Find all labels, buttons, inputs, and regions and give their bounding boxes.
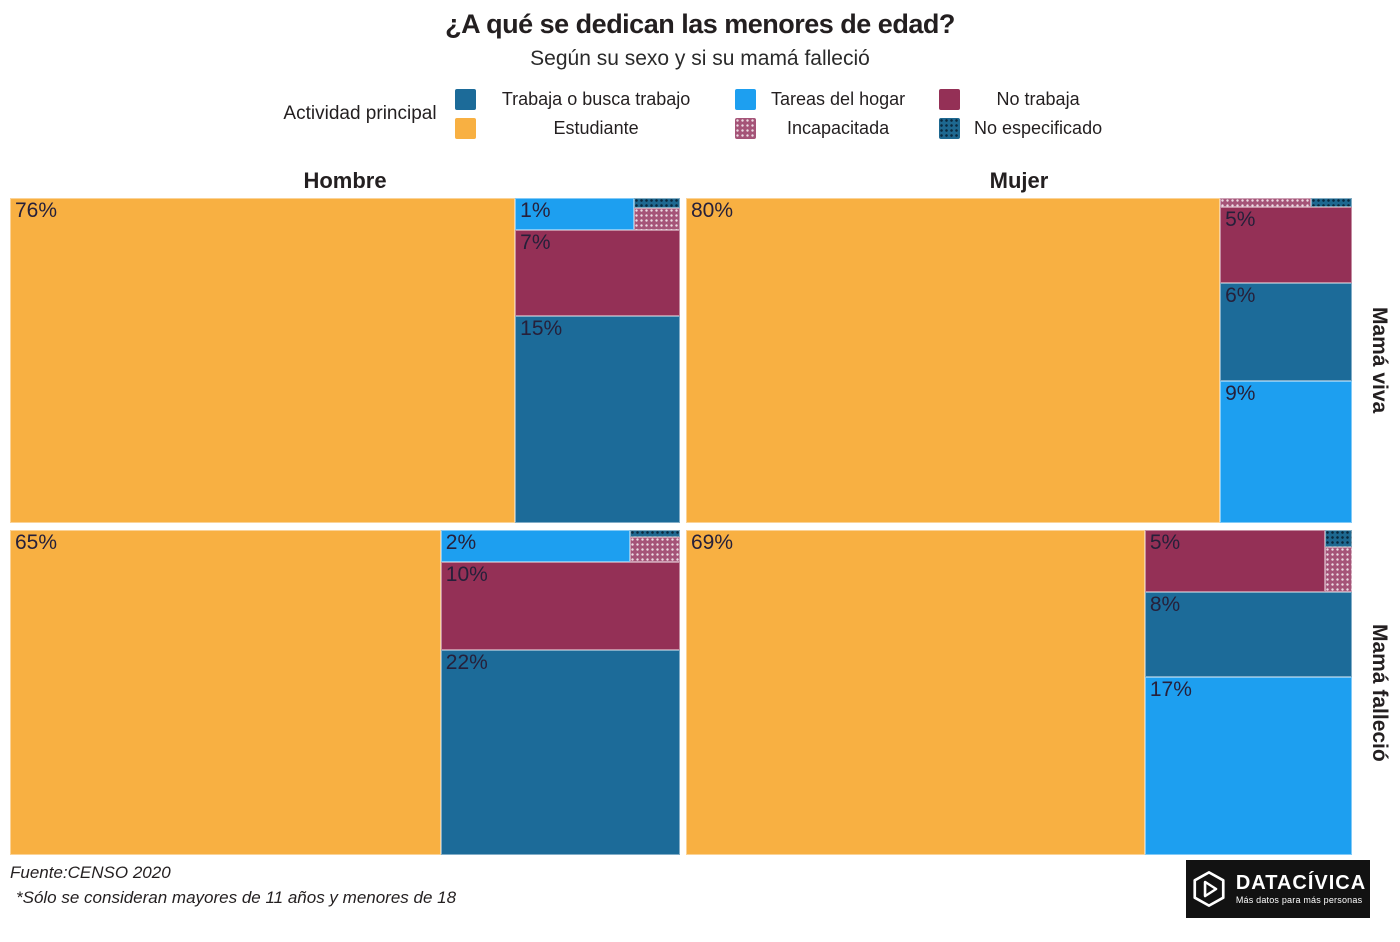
treemap-tile-tareas: 2% [440, 530, 630, 562]
tareas-color-swatch [734, 88, 756, 110]
no-trabaja-color-swatch [938, 88, 960, 110]
treemap-tile-incapacitada [634, 207, 680, 230]
legend-item-tareas: Tareas del hogar [734, 85, 921, 113]
panel-mujer-mama-viva: 80% 5% 6% 9% [686, 198, 1352, 523]
legend-item-no-trabaja: No trabaja [938, 85, 1117, 113]
tile-value-label: 1% [520, 199, 551, 222]
tile-value-label: 5% [1149, 531, 1181, 554]
tile-value-label: 22% [445, 651, 488, 675]
mosaic-chart: Hombre Mujer 76% 1% 7% 15% 80% 5% 6% 9% Mamá v… [10, 166, 1400, 855]
tile-value-label: 80% [691, 199, 734, 222]
tile-value-label: 15% [520, 317, 563, 341]
treemap-tile-estudiante: 69% [686, 530, 1145, 855]
legend-item-label: No especificado [974, 117, 1103, 138]
tile-value-label: 10% [445, 562, 488, 586]
treemap-tile-trabaja: 22% [440, 650, 680, 855]
treemap-tile-no_trabaja: 7% [515, 229, 680, 317]
footnote-text: *Sólo se consideran mayores de 11 años y… [16, 888, 457, 907]
legend-item-label: No trabaja [996, 88, 1080, 109]
legend-title: Actividad principal [283, 102, 437, 124]
column-header-mujer: Mujer [989, 168, 1049, 193]
treemap-tile-trabaja: 15% [515, 316, 680, 523]
legend-item-label: Incapacitada [787, 117, 890, 138]
tile-value-label: 6% [1225, 284, 1256, 308]
treemap-tile-incapacitada [1220, 198, 1311, 208]
logo-text: DATACÍVICA Más datos para más personas [1236, 873, 1366, 905]
logo-tagline: Más datos para más personas [1235, 895, 1363, 905]
legend-item-incapacitada: Incapacitada [734, 114, 921, 142]
source-block: Fuente:CENSO 2020 *Sólo se consideran ma… [10, 860, 456, 910]
incapacitada-color-swatch [734, 117, 756, 139]
chart-header: ¿A qué se dedican las menores de edad? S… [0, 0, 1400, 71]
legend: Actividad principal Trabaja o busca trab… [0, 85, 1400, 142]
treemap-tile-estudiante: 65% [10, 530, 441, 855]
legend-item-label: Estudiante [553, 117, 639, 138]
legend-grid: Trabaja o busca trabajo Tareas del hogar… [454, 85, 1117, 142]
source-text: Fuente:CENSO 2020 [10, 863, 171, 882]
treemap-tile-incapacitada [1325, 546, 1352, 593]
tile-value-label: 9% [1225, 381, 1256, 405]
treemap-tile-tareas: 1% [515, 198, 635, 230]
treemap-tile-estudiante: 80% [686, 198, 1221, 523]
tile-value-label: 7% [520, 230, 551, 254]
treemap-tile-no_trabaja: 10% [440, 561, 680, 651]
treemap-tile-no_trabaja: 5% [1144, 530, 1326, 593]
treemap-tile-no_trabaja: 5% [1220, 207, 1352, 284]
tile-value-label: 17% [1149, 677, 1192, 701]
estudiante-color-swatch [454, 117, 476, 139]
row-label-mama-viva: Mamá viva [1368, 307, 1391, 414]
treemap-tile-estudiante: 76% [10, 198, 516, 523]
datacivica-logo: DATACÍVICA Más datos para más personas [1186, 860, 1370, 918]
footer: Fuente:CENSO 2020 *Sólo se consideran ma… [0, 855, 1400, 918]
legend-item-trabaja: Trabaja o busca trabajo [454, 85, 717, 113]
tile-value-label: 69% [691, 531, 734, 554]
treemap-tile-no_especificado [629, 530, 680, 538]
tile-value-label: 8% [1149, 593, 1181, 617]
no-especificado-color-swatch [938, 117, 960, 139]
panel-mujer-mama-fallecio: 69% 5% 8% 17% [686, 530, 1352, 855]
treemap-tile-tareas: 9% [1220, 380, 1352, 523]
treemap-tile-trabaja: 8% [1144, 592, 1352, 677]
treemap-tile-trabaja: 6% [1220, 283, 1352, 381]
tile-value-label: 2% [445, 531, 477, 554]
treemap-tile-incapacitada [629, 537, 680, 562]
chart-title: ¿A qué se dedican las menores de edad? [445, 9, 955, 39]
column-header-hombre: Hombre [303, 168, 387, 193]
logo-name: DATACÍVICA [1235, 872, 1367, 894]
tile-value-label: 76% [15, 199, 58, 222]
panel-hombre-mama-viva: 76% 1% 7% 15% [10, 198, 680, 523]
treemap-tile-no_especificado [634, 198, 680, 208]
treemap-tile-no_especificado [1325, 530, 1352, 547]
legend-item-label: Tareas del hogar [771, 88, 906, 109]
trabaja-color-swatch [454, 88, 476, 110]
legend-item-no-especificado: No especificado [938, 114, 1117, 142]
legend-item-label: Trabaja o busca trabajo [501, 88, 691, 109]
row-label-mama-fallecio: Mamá falleció [1368, 623, 1391, 762]
legend-item-estudiante: Estudiante [454, 114, 717, 142]
tile-value-label: 65% [15, 531, 58, 554]
chart-subtitle: Según su sexo y si su mamá falleció [530, 47, 870, 70]
tile-value-label: 5% [1225, 208, 1256, 232]
treemap-tile-tareas: 17% [1144, 676, 1352, 855]
treemap-tile-no_especificado [1310, 198, 1352, 208]
panel-hombre-mama-fallecio: 65% 2% 10% 22% [10, 530, 680, 855]
datacivica-hexagon-icon [1193, 871, 1225, 907]
